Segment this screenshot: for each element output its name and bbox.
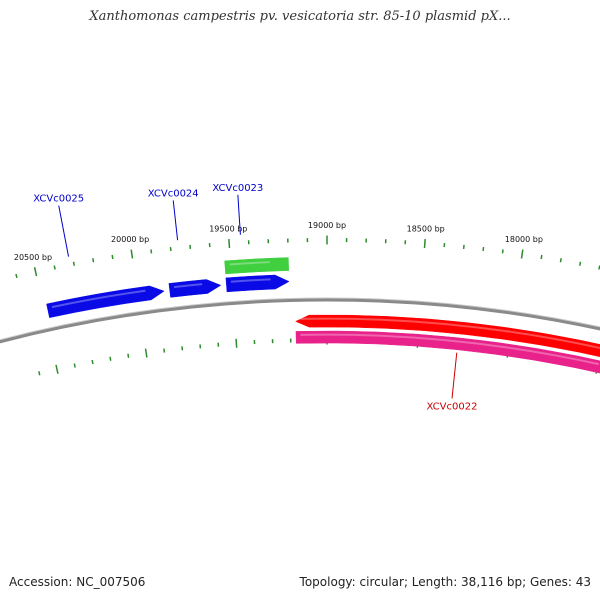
backbone-ring bbox=[0, 298, 600, 344]
outer-tick bbox=[559, 258, 562, 263]
accession-text: Accession: NC_007506 bbox=[9, 575, 146, 589]
inner-tick bbox=[235, 338, 238, 348]
inner-tick bbox=[163, 348, 166, 353]
tick-label: 18000 bp bbox=[505, 235, 543, 244]
outer-tick bbox=[150, 249, 153, 254]
gene-xcvc0023[interactable] bbox=[225, 274, 290, 293]
outer-tick bbox=[111, 254, 114, 260]
label-leader bbox=[237, 194, 241, 235]
gene-label[interactable]: XCVc0023 bbox=[212, 183, 263, 194]
inner-tick bbox=[38, 371, 41, 376]
tick-label: 20000 bp bbox=[111, 235, 149, 244]
tick-label: 19000 bp bbox=[308, 221, 346, 230]
label-leader bbox=[58, 205, 70, 257]
inner-tick bbox=[144, 348, 148, 358]
gene-xcvc0025[interactable] bbox=[46, 285, 165, 318]
outer-tick bbox=[72, 261, 76, 266]
outer-tick bbox=[423, 238, 426, 249]
outer-tick bbox=[92, 258, 95, 263]
outer-tick bbox=[53, 265, 56, 270]
gene-layer bbox=[46, 257, 600, 376]
summary-text: Topology: circular; Length: 38,116 bp; G… bbox=[299, 575, 591, 589]
gene-green-3[interactable] bbox=[224, 257, 289, 275]
inner-tick bbox=[127, 353, 130, 358]
outer-tick bbox=[130, 249, 134, 259]
outer-tick bbox=[501, 249, 504, 254]
outer-tick bbox=[15, 273, 18, 279]
gene-xcvc0022[interactable] bbox=[295, 330, 600, 376]
gene-xcvc0024[interactable] bbox=[168, 279, 222, 298]
inner-tick bbox=[73, 363, 76, 368]
label-leader bbox=[451, 352, 458, 399]
gene-label[interactable]: XCVc0025 bbox=[33, 194, 84, 205]
label-layer: XCVc0025 XCVc0024 XCVc0023 XCVc0022 bbox=[33, 183, 477, 413]
backbone-layer bbox=[0, 297, 600, 344]
inner-tick bbox=[91, 359, 94, 365]
outer-tick bbox=[578, 261, 582, 266]
outer-tick bbox=[540, 254, 543, 260]
tick-label: 20500 bp bbox=[14, 253, 52, 262]
map-title: Xanthomonas campestris pv. vesicatoria s… bbox=[89, 9, 511, 24]
tick-label: 19500 bp bbox=[209, 225, 247, 234]
inner-tick bbox=[55, 364, 59, 374]
inner-tick bbox=[109, 356, 112, 361]
tick-label: 18500 bp bbox=[407, 225, 445, 234]
gene-label[interactable]: XCVc0022 bbox=[427, 401, 478, 412]
gene-red-4[interactable] bbox=[295, 314, 600, 361]
outer-tick bbox=[228, 238, 231, 249]
label-leader bbox=[172, 200, 179, 241]
outer-tick bbox=[33, 267, 38, 277]
gene-label[interactable]: XCVc0024 bbox=[148, 188, 199, 199]
outer-tick bbox=[520, 249, 524, 259]
